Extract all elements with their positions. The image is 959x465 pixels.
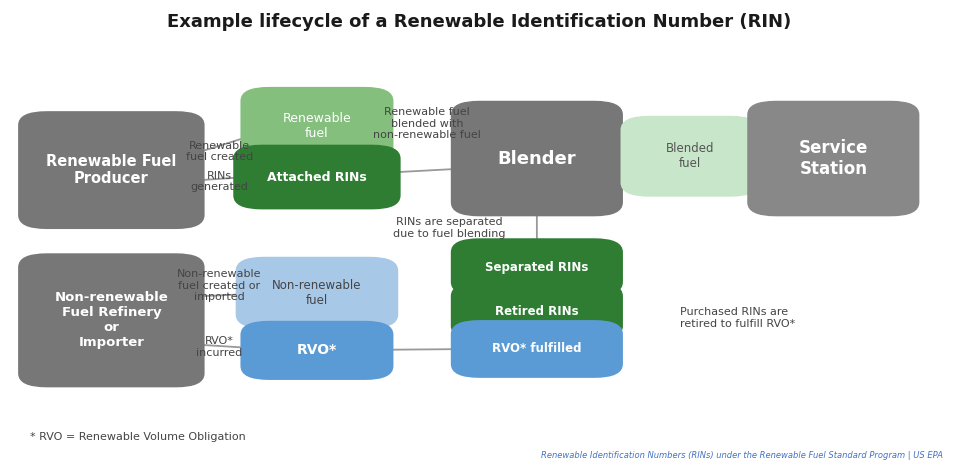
Text: Attached RINs: Attached RINs [267, 171, 366, 184]
FancyBboxPatch shape [236, 257, 398, 328]
Text: Renewable Fuel
Producer: Renewable Fuel Producer [46, 154, 176, 186]
Text: RINs are separated
due to fuel blending: RINs are separated due to fuel blending [392, 217, 505, 239]
FancyBboxPatch shape [241, 87, 393, 166]
FancyBboxPatch shape [451, 320, 623, 378]
Text: RVO*: RVO* [297, 343, 337, 358]
Text: Renewable
fuel: Renewable fuel [283, 112, 351, 140]
Text: Service
Station: Service Station [799, 139, 868, 178]
FancyBboxPatch shape [451, 282, 623, 340]
FancyBboxPatch shape [451, 101, 623, 216]
Text: Renewable
fuel created: Renewable fuel created [186, 141, 253, 162]
Text: Purchased RINs are
retired to fulfill RVO*: Purchased RINs are retired to fulfill RV… [680, 307, 796, 329]
Text: Non-renewable
fuel: Non-renewable fuel [272, 279, 362, 306]
Text: Blender: Blender [498, 150, 576, 167]
Text: Separated RINs: Separated RINs [485, 261, 589, 274]
FancyBboxPatch shape [233, 145, 401, 209]
Text: Retired RINs: Retired RINs [495, 305, 578, 318]
Text: Renewable Identification Numbers (RINs) under the Renewable Fuel Standard Progra: Renewable Identification Numbers (RINs) … [541, 451, 944, 460]
Text: RVO* fulfilled: RVO* fulfilled [492, 343, 581, 355]
FancyBboxPatch shape [451, 238, 623, 296]
Text: RINs
generated: RINs generated [191, 171, 248, 193]
FancyBboxPatch shape [747, 101, 920, 216]
Text: Non-renewable
Fuel Refinery
or
Importer: Non-renewable Fuel Refinery or Importer [55, 291, 168, 349]
Text: * RVO = Renewable Volume Obligation: * RVO = Renewable Volume Obligation [30, 432, 246, 442]
FancyBboxPatch shape [241, 321, 393, 380]
Text: Blended
fuel: Blended fuel [666, 142, 714, 170]
Text: Renewable fuel
blended with
non-renewable fuel: Renewable fuel blended with non-renewabl… [373, 107, 480, 140]
Text: Non-renewable
fuel created or
imported: Non-renewable fuel created or imported [177, 269, 262, 302]
FancyBboxPatch shape [18, 253, 204, 387]
FancyBboxPatch shape [18, 111, 204, 229]
Text: Example lifecycle of a Renewable Identification Number (RIN): Example lifecycle of a Renewable Identif… [168, 13, 791, 31]
FancyBboxPatch shape [620, 116, 760, 197]
Text: RVO*
incurred: RVO* incurred [197, 336, 243, 358]
